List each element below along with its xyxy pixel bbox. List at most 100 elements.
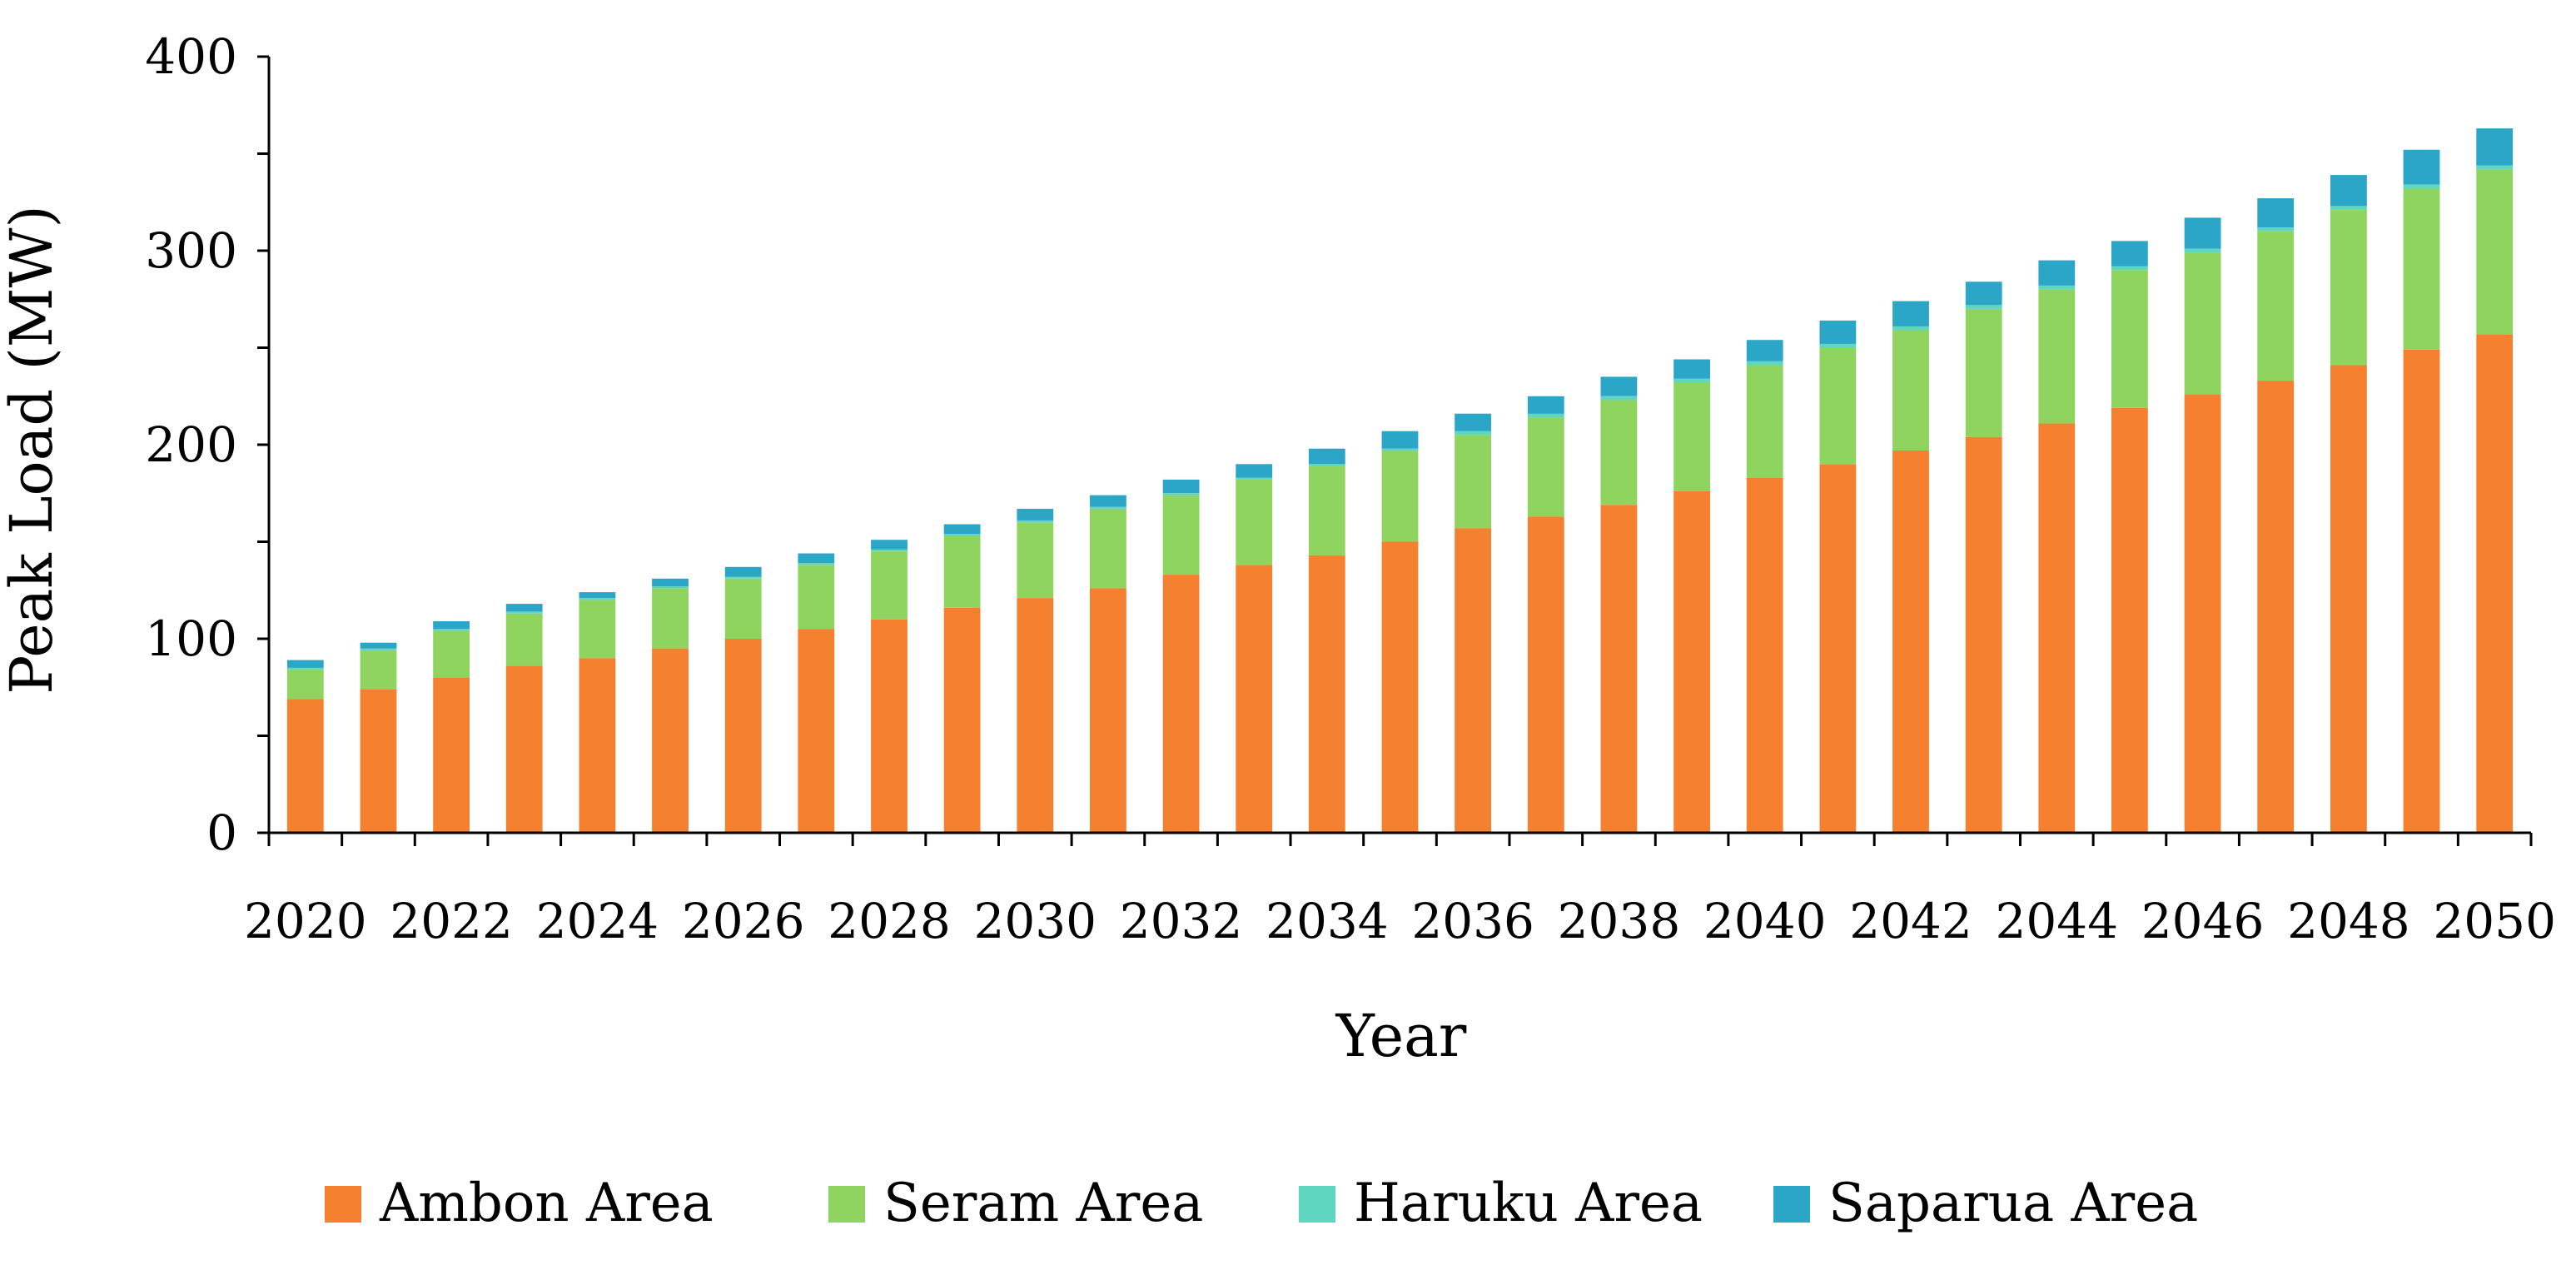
bar-ambon-area-2029 <box>943 607 981 833</box>
bar-seram-area-2043 <box>1965 308 2002 437</box>
bar-ambon-area-2038 <box>1600 505 1638 833</box>
bar-ambon-area-2048 <box>2330 365 2367 833</box>
bar-ambon-area-2022 <box>433 677 470 833</box>
bar-haruku-area-2037 <box>1527 413 1564 418</box>
bar-haruku-area-2038 <box>1600 396 1638 401</box>
bar-haruku-area-2029 <box>943 534 981 536</box>
bar-seram-area-2026 <box>724 578 762 639</box>
bar-seram-area-2036 <box>1455 435 1491 529</box>
legend-swatch-seram-area <box>828 1186 865 1223</box>
legend-label-ambon-area: Ambon Area <box>379 1173 714 1234</box>
bar-seram-area-2047 <box>2257 231 2295 381</box>
bar-ambon-area-2023 <box>505 665 543 833</box>
bar-saparua-area-2040 <box>1746 340 1783 361</box>
bar-ambon-area-2021 <box>360 689 397 833</box>
bar-saparua-area-2042 <box>1892 301 1929 326</box>
bar-saparua-area-2026 <box>724 566 762 577</box>
x-tick-label: 2034 <box>1266 893 1389 949</box>
bar-seram-area-2037 <box>1527 417 1564 517</box>
bar-haruku-area-2039 <box>1673 378 1710 383</box>
legend: Ambon Area Seram Area Haruku Area Saparua A… <box>325 1173 2198 1234</box>
bar-seram-area-2025 <box>652 588 689 649</box>
bar-ambon-area-2039 <box>1673 491 1710 833</box>
bar-seram-area-2041 <box>1819 347 1857 465</box>
bar-ambon-area-2045 <box>2111 407 2148 833</box>
bar-saparua-area-2050 <box>2476 128 2514 166</box>
bar-haruku-area-2025 <box>652 586 689 589</box>
bar-ambon-area-2050 <box>2476 334 2514 833</box>
bar-ambon-area-2024 <box>579 658 616 833</box>
bar-haruku-area-2043 <box>1965 305 2002 309</box>
x-tick-label: 2020 <box>244 893 367 949</box>
bar-seram-area-2022 <box>433 630 470 678</box>
bar-ambon-area-2046 <box>2184 394 2221 833</box>
x-tick-label: 2050 <box>2433 893 2556 949</box>
bar-seram-area-2049 <box>2403 188 2440 350</box>
bar-saparua-area-2024 <box>579 592 616 599</box>
bar-saparua-area-2025 <box>652 578 689 587</box>
bar-ambon-area-2025 <box>652 648 689 833</box>
bar-seram-area-2023 <box>505 613 543 666</box>
bar-haruku-area-2026 <box>724 576 762 579</box>
bar-saparua-area-2047 <box>2257 198 2295 227</box>
bar-seram-area-2021 <box>360 650 397 690</box>
bar-haruku-area-2045 <box>2111 266 2148 271</box>
bar-ambon-area-2040 <box>1746 477 1783 833</box>
bar-seram-area-2031 <box>1090 508 1126 589</box>
bar-haruku-area-2024 <box>579 598 616 600</box>
bar-saparua-area-2036 <box>1455 413 1491 431</box>
bar-haruku-area-2030 <box>1017 520 1054 523</box>
y-tick-label: 100 <box>145 610 237 667</box>
bar-ambon-area-2049 <box>2403 349 2440 833</box>
bar-seram-area-2020 <box>286 670 324 700</box>
bar-haruku-area-2028 <box>871 549 908 552</box>
bar-saparua-area-2030 <box>1017 508 1054 520</box>
bar-saparua-area-2043 <box>1965 281 2002 306</box>
bar-ambon-area-2020 <box>286 699 324 833</box>
bar-seram-area-2029 <box>943 535 981 608</box>
bar-haruku-area-2049 <box>2403 184 2440 189</box>
bar-saparua-area-2021 <box>360 642 397 649</box>
bar-seram-area-2024 <box>579 600 616 659</box>
bar-haruku-area-2022 <box>433 629 470 631</box>
bar-haruku-area-2047 <box>2257 227 2295 232</box>
bar-ambon-area-2044 <box>2038 423 2076 833</box>
x-tick-label: 2042 <box>1849 893 1972 949</box>
bar-seram-area-2030 <box>1017 522 1054 599</box>
bar-haruku-area-2036 <box>1455 431 1491 436</box>
y-axis: 0 100 200 300 400 <box>145 28 271 861</box>
bar-ambon-area-2036 <box>1455 528 1491 833</box>
x-tick-label: 2048 <box>2287 893 2410 949</box>
bar-saparua-area-2027 <box>798 553 835 564</box>
bar-saparua-area-2048 <box>2330 175 2367 207</box>
bar-haruku-area-2050 <box>2476 165 2514 170</box>
bar-ambon-area-2041 <box>1819 464 1857 833</box>
bar-ambon-area-2028 <box>871 619 908 833</box>
bar-haruku-area-2032 <box>1162 493 1200 496</box>
bar-saparua-area-2046 <box>2184 217 2221 249</box>
y-tick-label: 300 <box>145 222 237 279</box>
x-tick-label: 2032 <box>1120 893 1243 949</box>
bar-ambon-area-2043 <box>1965 436 2002 833</box>
bar-saparua-area-2028 <box>871 540 908 550</box>
bar-seram-area-2042 <box>1892 330 1929 451</box>
bar-haruku-area-2021 <box>360 648 397 650</box>
bar-saparua-area-2035 <box>1381 431 1419 449</box>
y-tick-label: 400 <box>145 28 237 85</box>
bar-haruku-area-2020 <box>286 668 324 670</box>
plot-area <box>286 128 2514 834</box>
bar-ambon-area-2035 <box>1381 541 1419 833</box>
bar-ambon-area-2047 <box>2257 381 2295 834</box>
bar-saparua-area-2037 <box>1527 396 1564 414</box>
bar-haruku-area-2042 <box>1892 326 1929 331</box>
legend-label-haruku-area: Haruku Area <box>1354 1173 1703 1234</box>
bar-saparua-area-2044 <box>2038 260 2076 286</box>
y-tick-label: 0 <box>206 804 237 861</box>
bar-saparua-area-2022 <box>433 621 470 630</box>
bar-haruku-area-2035 <box>1381 448 1419 451</box>
legend-label-seram-area: Seram Area <box>883 1173 1203 1234</box>
bar-ambon-area-2027 <box>798 629 835 833</box>
x-tick-label: 2044 <box>1996 893 2119 949</box>
bar-saparua-area-2034 <box>1308 448 1345 465</box>
